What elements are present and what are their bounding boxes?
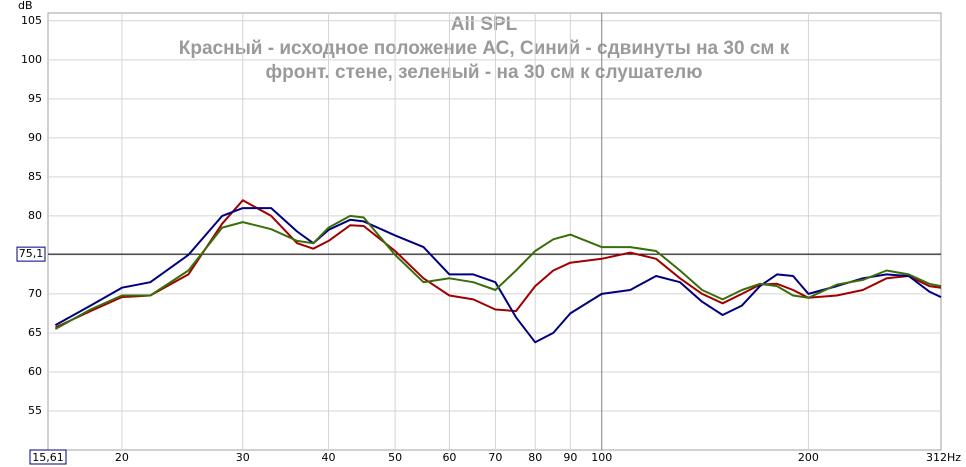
plot-area xyxy=(47,12,942,451)
y-tick-label: 55 xyxy=(28,404,42,417)
reference-label: 75,1 xyxy=(19,247,44,260)
y-tick-label: 80 xyxy=(28,209,42,222)
x-tick-label: 80 xyxy=(528,451,542,464)
y-tick-label: 70 xyxy=(28,287,42,300)
data-line xyxy=(54,199,942,329)
chart-subtitle: Красный - исходное положение АС, Синий -… xyxy=(179,38,790,59)
x-cursor-box xyxy=(29,449,67,465)
x-tick-label: 20 xyxy=(115,451,129,464)
x-tick-label: 40 xyxy=(322,451,336,464)
chart-subtitle: фронт. стене, зеленый - на 30 см к слуша… xyxy=(266,62,703,83)
y-tick-label: 90 xyxy=(28,131,42,144)
x-tick-label: 100 xyxy=(591,451,612,464)
data-line xyxy=(54,214,942,330)
x-tick-label: 70 xyxy=(488,451,502,464)
y-tick-label: 95 xyxy=(28,92,42,105)
y-tick-label: 105 xyxy=(21,14,42,27)
x-tick-label: 312Hz xyxy=(926,451,961,464)
x-tick-label: 30 xyxy=(236,451,250,464)
y-tick-label: 85 xyxy=(28,170,42,183)
x-tick-label: 15,61 xyxy=(32,451,64,464)
x-tick-label: 90 xyxy=(563,451,577,464)
x-tick-label: 60 xyxy=(442,451,456,464)
reference-box xyxy=(16,246,46,262)
y-tick-label: 100 xyxy=(21,53,42,66)
x-tick-label: 200 xyxy=(798,451,819,464)
y-axis-label: dB xyxy=(18,0,33,12)
x-tick-label: 50 xyxy=(388,451,402,464)
chart-title: All SPL xyxy=(451,14,518,35)
data-line xyxy=(54,207,942,344)
y-tick-label: 60 xyxy=(28,365,42,378)
y-tick-label: 65 xyxy=(28,326,42,339)
